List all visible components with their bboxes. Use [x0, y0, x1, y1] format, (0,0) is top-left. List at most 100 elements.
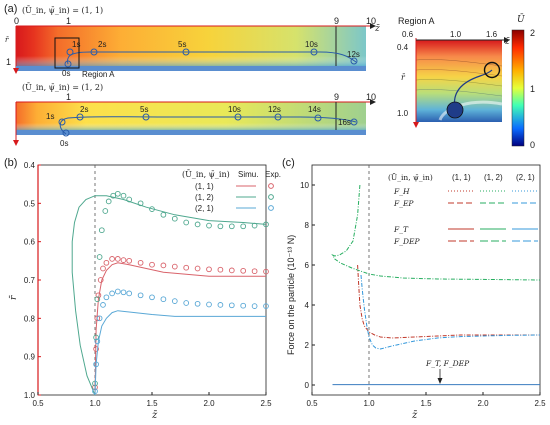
- region-a-inset: Region A 0.6 1.0 1.6 z̄ 0.4 1.0 r̄: [397, 16, 510, 128]
- time-label: 10s: [228, 105, 241, 114]
- legend-column: (1, 2): [484, 173, 503, 182]
- particle-marker: [182, 48, 190, 56]
- y-tick-label: 0.4: [24, 161, 36, 170]
- legend-entry: (1, 2): [195, 193, 214, 202]
- tick-zero: 0: [14, 16, 19, 26]
- time-label: 0s: [60, 139, 68, 148]
- time-label: 0s: [62, 69, 70, 78]
- experiment-point: [206, 222, 212, 229]
- case1-label: (Ū_in, ψ̄_in) = (1, 1): [22, 6, 103, 15]
- legend-entry: (2, 1): [195, 204, 214, 213]
- panel-b-plot: [71, 190, 269, 396]
- experiment-point: [149, 294, 155, 301]
- b-y-axis-label: r̄: [9, 295, 19, 300]
- experiment-point: [93, 361, 99, 368]
- experiment-point: [94, 296, 101, 303]
- x-tick-label: 1.0: [89, 399, 101, 408]
- time-label: 5s: [140, 105, 148, 114]
- particle-marker: [142, 113, 150, 121]
- experiment-point: [217, 223, 224, 230]
- experiment-point: [240, 302, 247, 309]
- x-tick-label: 0.5: [32, 399, 44, 408]
- panel-c-plot: [331, 184, 541, 386]
- c-y-axis-label: Force on the particle (10⁻¹³ N): [286, 235, 296, 355]
- y-tick-label: 0.8: [24, 314, 36, 323]
- experiment-point: [96, 315, 103, 322]
- inset-x-tick: 0.6: [402, 30, 414, 39]
- x-tick-label: 1.5: [146, 399, 158, 408]
- experiment-point: [251, 303, 258, 309]
- inset-y-tick: 1.0: [397, 109, 409, 118]
- experiment-point: [194, 265, 201, 272]
- force-line: [331, 184, 541, 281]
- simulation-line: [94, 310, 266, 396]
- c-x-axis-label: z̄: [411, 410, 418, 421]
- experiment-point: [94, 338, 101, 345]
- time-label: 1s: [46, 112, 54, 121]
- tick-nine: 9: [334, 16, 339, 26]
- experiment-point: [240, 223, 247, 230]
- experiment-point: [206, 266, 212, 273]
- particle-marker: [58, 118, 66, 126]
- experiment-point: [183, 219, 190, 226]
- y-tick-label: 0.7: [24, 276, 36, 285]
- legend-marker: [268, 183, 274, 189]
- legend-row: F_DEP: [393, 237, 420, 246]
- region-a-box: [54, 37, 80, 69]
- legend-row: F_T: [393, 225, 409, 234]
- y-tick-label: 6: [305, 261, 310, 270]
- x-tick-label: 2.0: [477, 399, 489, 408]
- particle-marker: [76, 113, 84, 121]
- panel-c-legend: (Ū_in, ψ̄_in) (1, 1) (1, 2) (2, 1) F_H F…: [388, 173, 538, 246]
- particle-marker: [66, 48, 74, 56]
- y-tick-label: 0.9: [24, 353, 36, 362]
- experiment-point: [228, 302, 235, 309]
- experiment-point: [100, 302, 106, 308]
- experiment-point: [120, 192, 127, 199]
- experiment-point: [93, 334, 99, 341]
- experiment-point: [240, 267, 247, 274]
- experiment-point: [114, 256, 121, 262]
- experiment-point: [228, 223, 235, 230]
- simulation-line: [94, 262, 266, 396]
- time-label: 12s: [347, 50, 360, 59]
- panel-a: (a) (Ū_in, ψ̄_in) = (1, 1) 0 1 9 10 z̄ r…: [4, 3, 535, 150]
- colorbar-tick: 1: [530, 84, 535, 94]
- region-a-label: Region A: [82, 70, 115, 79]
- x-tick-label: 0.5: [306, 399, 318, 408]
- trajectory-case1: [67, 51, 357, 65]
- x-tick-label: 2.5: [260, 399, 272, 408]
- panel-c-label: (c): [282, 157, 295, 169]
- experiment-point: [149, 206, 155, 212]
- time-label: 12s: [268, 105, 281, 114]
- tick-one: 1: [66, 16, 71, 26]
- colorbar-gradient: [511, 29, 525, 147]
- experiment-point: [183, 264, 190, 271]
- experiment-point: [96, 254, 103, 260]
- colorbar-tick: 0: [530, 140, 535, 150]
- experiment-point: [263, 268, 269, 275]
- particle-marker: [234, 113, 242, 121]
- time-label: 1s: [72, 40, 80, 49]
- x-tick-label: 1.0: [363, 399, 375, 408]
- experiment-point: [251, 268, 258, 275]
- legend-row: F_EP: [393, 199, 414, 208]
- panel-b-legend: (Ū_in, ψ̄_in) Simu. Exp. (1, 1) (1, 2) (…: [182, 170, 281, 213]
- experiment-point: [263, 303, 269, 309]
- experiment-point: [251, 222, 258, 229]
- inset-x-tick: 1.6: [486, 30, 498, 39]
- tick-nine: 9: [334, 92, 339, 102]
- z-axis-label-top: z̄: [374, 24, 380, 34]
- colorbar-label: Ū: [517, 13, 525, 25]
- particle-marker: [90, 48, 98, 56]
- particle-marker: [350, 57, 358, 65]
- y-tick-label: 0: [305, 381, 310, 390]
- panel-b: (b) 0.5 1.0 1.5 2.0 2.50.40.50.60.70.80.91.0…: [4, 157, 281, 421]
- time-label: 2s: [98, 40, 106, 49]
- experiment-point: [93, 346, 99, 352]
- experiment-point: [194, 221, 201, 228]
- inset-particle-start: [446, 101, 464, 119]
- panel-b-axes: 0.5 1.0 1.5 2.0 2.50.40.50.60.70.80.91.0: [24, 161, 272, 408]
- y-tick-label: 0.6: [24, 238, 36, 247]
